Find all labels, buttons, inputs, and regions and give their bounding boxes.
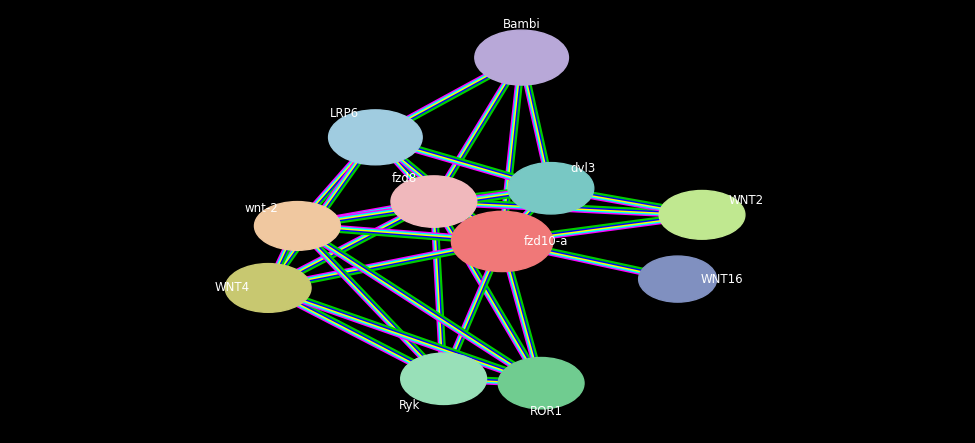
- Ellipse shape: [508, 163, 594, 214]
- Text: dvl3: dvl3: [570, 162, 596, 175]
- Text: ROR1: ROR1: [529, 404, 563, 418]
- Text: Bambi: Bambi: [503, 18, 540, 31]
- Ellipse shape: [498, 358, 584, 409]
- Text: WNT16: WNT16: [700, 272, 743, 286]
- Ellipse shape: [225, 264, 311, 312]
- Text: Ryk: Ryk: [399, 399, 420, 412]
- Ellipse shape: [401, 353, 487, 404]
- Ellipse shape: [659, 190, 745, 239]
- Text: fzd10-a: fzd10-a: [524, 235, 568, 248]
- Ellipse shape: [639, 256, 717, 302]
- Ellipse shape: [475, 30, 568, 85]
- Text: fzd8: fzd8: [392, 171, 417, 185]
- Text: LRP6: LRP6: [330, 107, 359, 120]
- Ellipse shape: [451, 211, 553, 272]
- Ellipse shape: [329, 110, 422, 165]
- Text: WNT2: WNT2: [728, 194, 763, 207]
- Text: wnt-2: wnt-2: [245, 202, 278, 215]
- Ellipse shape: [254, 202, 340, 250]
- Ellipse shape: [391, 176, 477, 227]
- Text: WNT4: WNT4: [214, 281, 250, 295]
